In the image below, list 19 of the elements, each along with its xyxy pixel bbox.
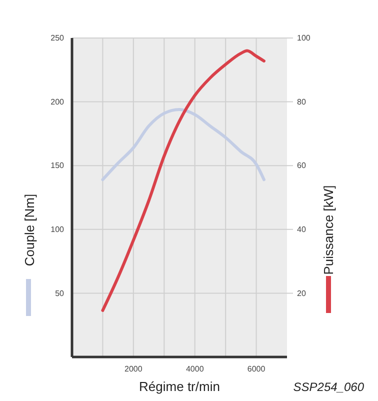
y2-tick-label: 40: [297, 224, 306, 234]
x-tick-label: 6000: [247, 364, 266, 374]
line-series: [101, 49, 266, 312]
y2-axis-title: Puissance [kW]: [321, 185, 336, 275]
y-tick-label: 150: [50, 161, 65, 170]
y-tick-label: 250: [50, 34, 65, 43]
x-tick-label: 4000: [186, 364, 204, 374]
y-axis-title: Couple [Nm]: [22, 194, 37, 266]
y2-tick-label: 100: [297, 34, 311, 43]
text: SSP254_060: [293, 380, 364, 394]
y2-tick-label: 60: [297, 161, 306, 170]
y-tick-label: 200: [50, 97, 65, 106]
y2-tick-label: 80: [297, 97, 306, 106]
x-axis-title: Régime tr/min: [139, 379, 220, 394]
y-tick-label: 100: [50, 224, 65, 234]
x-tick-label: 2000: [124, 364, 143, 374]
y2-tick-label: 20: [297, 288, 306, 298]
y-tick-label: 50: [55, 288, 65, 298]
line-series: [101, 108, 266, 182]
